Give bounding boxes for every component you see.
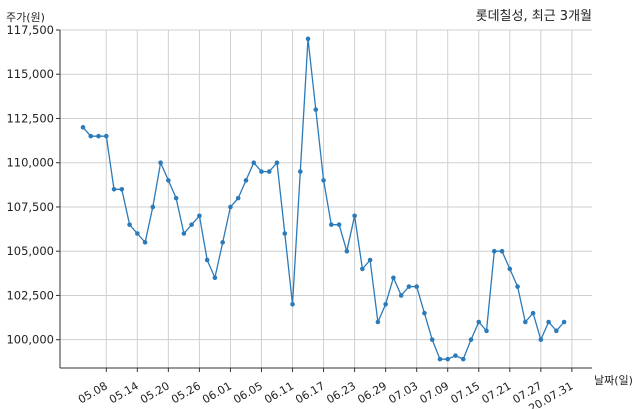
data-point	[80, 125, 86, 130]
data-point	[383, 301, 388, 307]
data-point	[305, 36, 311, 42]
data-point	[204, 257, 210, 263]
data-point	[375, 319, 381, 325]
data-point	[142, 240, 148, 245]
y-tick-label: 105,000	[6, 244, 54, 258]
data-point	[259, 169, 264, 174]
data-point	[173, 195, 179, 201]
data-point	[220, 240, 225, 245]
data-point	[103, 133, 109, 139]
data-point	[336, 222, 342, 227]
data-point	[189, 222, 194, 227]
data-point	[437, 356, 443, 362]
data-point	[313, 107, 319, 112]
y-tick-label: 102,500	[6, 288, 54, 302]
data-point	[429, 337, 435, 342]
y-tick-label: 100,000	[6, 333, 54, 347]
data-point	[491, 248, 497, 254]
y-tick-label: 107,500	[6, 200, 54, 214]
x-tick-label: 06.23	[324, 379, 358, 406]
x-tick-label: 06.29	[355, 379, 389, 406]
data-point	[166, 178, 171, 183]
data-point	[554, 328, 559, 334]
data-point	[515, 284, 520, 289]
data-point	[476, 319, 482, 325]
x-tick-label: 05.26	[169, 379, 203, 406]
data-point	[422, 310, 427, 316]
data-point	[150, 204, 156, 210]
data-point	[228, 204, 233, 210]
data-point	[391, 275, 396, 281]
data-point	[468, 337, 474, 342]
x-tick-label: 05.14	[107, 379, 141, 406]
data-point	[460, 356, 466, 362]
y-axis-label: 주가(원)	[6, 11, 45, 24]
data-point	[507, 266, 513, 272]
data-point	[88, 133, 94, 139]
data-point	[290, 301, 295, 307]
data-point	[235, 195, 241, 201]
data-point	[119, 186, 125, 192]
data-point	[538, 337, 544, 342]
data-point	[127, 222, 132, 227]
y-tick-label: 117,500	[6, 23, 54, 37]
chart-title: 롯데칠성, 최근 3개월	[475, 9, 592, 24]
data-point	[484, 328, 489, 334]
data-point	[158, 160, 163, 166]
data-point	[321, 178, 326, 183]
x-axis-label: 날짜(일)	[594, 374, 633, 387]
data-point	[530, 310, 536, 316]
data-point	[398, 293, 404, 298]
data-point	[297, 169, 303, 174]
y-tick-label: 115,000	[6, 67, 54, 81]
x-tick-label: 05.20	[138, 379, 172, 406]
data-point	[344, 248, 350, 254]
data-point	[453, 353, 458, 358]
x-tick-label: 06.05	[231, 379, 265, 406]
x-tick-label: 07.03	[386, 379, 420, 406]
y-tick-label: 110,000	[6, 156, 54, 170]
data-point	[251, 160, 257, 166]
data-point	[499, 248, 505, 254]
x-tick-label: 07.15	[448, 379, 482, 406]
data-point	[367, 257, 373, 263]
data-point	[445, 356, 451, 362]
x-tick-label: 05.08	[76, 379, 110, 406]
x-tick-label: 06.11	[262, 379, 296, 406]
data-point	[546, 319, 551, 325]
data-point	[135, 231, 140, 236]
data-point	[414, 284, 419, 289]
data-point	[274, 160, 280, 166]
y-tick-label: 112,500	[6, 111, 54, 125]
data-point	[181, 231, 187, 236]
data-point	[329, 222, 334, 227]
data-point	[406, 284, 412, 289]
data-point	[282, 231, 288, 236]
data-point	[111, 186, 117, 192]
data-point	[266, 169, 272, 174]
x-tick-label: 06.01	[200, 379, 234, 406]
data-point	[561, 319, 567, 325]
data-point	[352, 213, 357, 219]
data-point	[523, 319, 528, 325]
data-point	[243, 178, 249, 183]
data-point	[360, 266, 365, 272]
data-point	[96, 133, 101, 139]
x-tick-label: 07.21	[480, 379, 514, 406]
data-point	[197, 213, 202, 219]
x-tick-label: 06.17	[293, 379, 327, 406]
x-tick-label: 07.09	[417, 379, 451, 406]
data-point	[212, 275, 218, 281]
